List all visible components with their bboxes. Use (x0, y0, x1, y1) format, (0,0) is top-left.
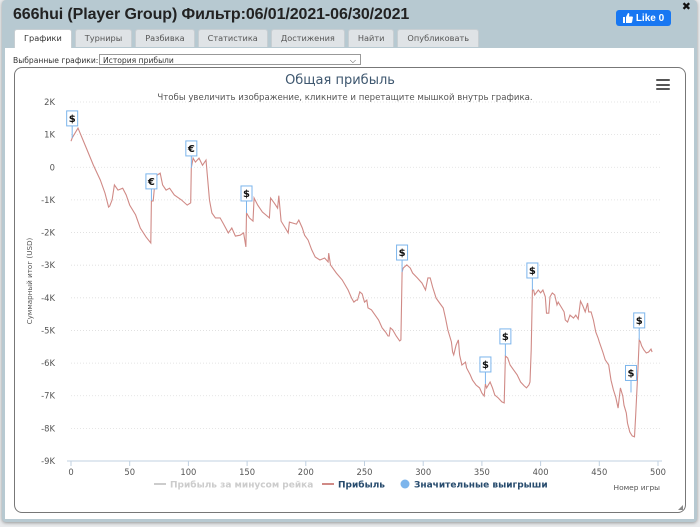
graph-select-label: Выбранные графики: (13, 56, 99, 65)
x-tick-label: 300 (415, 467, 431, 477)
x-tick-label: 500 (650, 467, 666, 477)
close-icon[interactable]: ✖ (681, 0, 691, 13)
chart-container[interactable] (14, 67, 686, 513)
tab-publish[interactable]: Опубликовать (397, 29, 480, 47)
resize-grip-icon[interactable] (678, 505, 683, 510)
y-tick-label: 0 (50, 162, 55, 172)
tab-achievements[interactable]: Достижения (270, 29, 345, 47)
legend-marker-big-wins (400, 479, 410, 489)
big-win-flag[interactable]: $ (633, 312, 646, 340)
big-win-symbol: $ (636, 316, 643, 327)
like-label: Like 0 (635, 12, 665, 24)
big-win-symbol: $ (502, 332, 509, 343)
x-axis-label: Номер игры (614, 483, 661, 492)
thumbs-up-icon (622, 13, 633, 23)
graph-select[interactable]: История прибыли ⌵ (99, 54, 361, 65)
big-win-flag[interactable]: $ (396, 244, 409, 273)
profit-series-line[interactable] (70, 126, 653, 438)
legend-item-big-wins[interactable]: Значительные выигрыши (400, 479, 548, 491)
legend-label-rake: Прибыль за минусом рейка (170, 480, 313, 491)
legend-label-profit: Прибыль (338, 480, 385, 491)
y-tick-label: -4K (41, 293, 55, 303)
tab-content: Выбранные графики: История прибыли ⌵ (5, 48, 694, 519)
big-win-symbol: € (187, 144, 195, 155)
window-title: 666hui (Player Group) Фильтр:06/01/2021-… (13, 6, 410, 23)
y-axis: 2K 1K 0 -1K -2K -3K -4K -5K -6K -7K -8K -9K (41, 97, 55, 466)
tab-breakdown[interactable]: Разбивка (135, 29, 195, 47)
big-win-flag[interactable]: € (145, 173, 158, 201)
big-win-symbol: $ (69, 114, 76, 125)
legend-label-big-wins: Значительные выигрыши (414, 481, 548, 491)
chart-subtitle: Чтобы увеличить изображение, кликните и … (157, 93, 532, 103)
legend-item-rake[interactable]: Прибыль за минусом рейка (154, 480, 313, 491)
x-axis: 0 50 100 150 200 250 300 350 400 450 500 (67, 460, 666, 477)
x-tick-label: 450 (591, 467, 607, 477)
facebook-like-button[interactable]: Like 0 (616, 10, 671, 26)
tab-graphs[interactable]: Графики (14, 29, 72, 49)
grid-lines (71, 101, 662, 429)
big-win-symbol: € (147, 177, 155, 188)
x-tick-label: 50 (124, 467, 135, 477)
big-win-flag[interactable]: € (185, 140, 198, 168)
x-tick-label: 100 (180, 467, 196, 477)
y-axis-label: Суммарный итог (USD) (25, 237, 34, 324)
y-tick-label: 1K (44, 130, 55, 140)
big-win-symbol: $ (529, 266, 536, 277)
tab-statistics[interactable]: Статистика (197, 29, 268, 47)
big-wins-flags: $ € € $ $ $ $ $ $ $ (66, 110, 646, 393)
y-tick-label: -1K (41, 195, 55, 205)
x-tick-label: 400 (533, 467, 549, 477)
y-tick-label: -7K (41, 391, 55, 401)
y-tick-label: -9K (41, 456, 55, 466)
big-win-flag[interactable]: $ (499, 328, 512, 356)
y-tick-label: -5K (41, 325, 55, 335)
legend-item-profit[interactable]: Прибыль (322, 480, 385, 491)
y-tick-label: -2K (41, 228, 55, 238)
big-win-symbol: $ (482, 360, 489, 371)
chart-title: Общая прибыль (285, 73, 395, 88)
y-tick-label: -3K (41, 260, 55, 270)
tab-tournaments[interactable]: Турниры (74, 29, 133, 47)
y-tick-label: 2K (44, 97, 55, 107)
chart-menu-icon[interactable] (656, 79, 670, 91)
big-win-flag[interactable]: $ (479, 356, 492, 384)
tab-bar: Графики Турниры Разбивка Статистика Дост… (14, 29, 480, 49)
big-win-flag[interactable]: $ (240, 185, 253, 213)
big-win-symbol: $ (399, 248, 406, 259)
chevron-down-icon: ⌵ (349, 56, 356, 65)
x-tick-label: 250 (357, 467, 373, 477)
y-tick-label: -6K (41, 358, 55, 368)
y-tick-label: -8K (41, 423, 55, 433)
big-win-flag[interactable]: $ (66, 110, 79, 138)
legend: Прибыль за минусом рейка Прибыль Значите… (154, 479, 548, 491)
x-tick-label: 350 (474, 467, 490, 477)
tab-find[interactable]: Найти (347, 29, 395, 47)
x-tick-label: 0 (68, 467, 73, 477)
graph-select-value: История прибыли (103, 56, 174, 65)
big-win-flag[interactable]: $ (624, 364, 637, 393)
x-tick-label: 150 (239, 467, 255, 477)
big-win-symbol: $ (243, 189, 250, 200)
big-win-symbol: $ (628, 368, 635, 379)
x-tick-label: 200 (298, 467, 314, 477)
big-win-flag[interactable]: $ (526, 262, 539, 290)
